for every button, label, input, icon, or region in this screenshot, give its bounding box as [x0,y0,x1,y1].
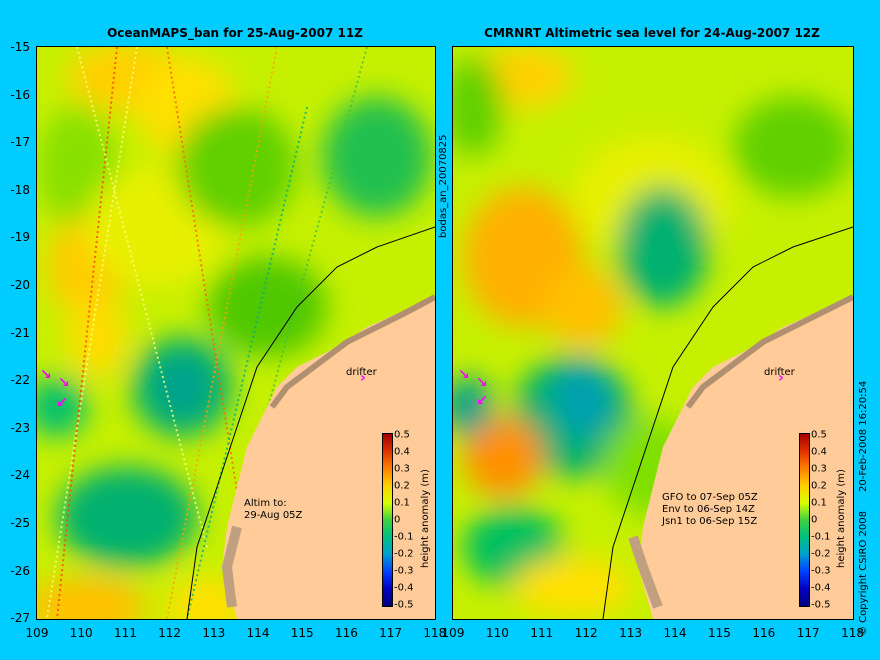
longitude-tick-label: 114 [663,626,687,640]
colorbar-tick-label: -0.3 [394,565,414,577]
longitude-tick-label: 115 [707,626,731,640]
colorbar-tick-label: 0 [811,514,818,526]
latitude-tick-label: -15 [10,40,30,54]
colorbar-tick-label: -0.5 [811,599,831,611]
left-side-label: bodas_an_20070825 [438,134,449,238]
colorbar-tick-label: -0.2 [394,548,414,560]
longitude-tick-label: 112 [574,626,598,640]
latitude-tick-label: -16 [10,87,30,102]
longitude-tick-label: 115 [290,626,314,640]
drifter-arrow-icon: › [360,370,366,386]
drifter-label-left: drifter [346,367,377,378]
longitude-tick-label: 110 [69,626,93,640]
satellite-tracks [46,47,368,619]
right-map-panel [452,46,854,620]
right-panel-title: CMRNRT Altimetric sea level for 24-Aug-2… [484,26,820,40]
colorbar-tick-label: 0.3 [394,463,410,475]
drifter-arrow-icon: ↘ [58,375,70,391]
colorbar-tick-label: -0.4 [394,582,414,594]
longitude-tick-label: 116 [752,626,776,640]
longitude-tick-label: 117 [796,626,820,640]
coast-shelf [269,294,435,409]
colorbar-tick-label: -0.3 [811,565,831,577]
colorbar-tick-label: 0.1 [811,497,827,509]
longitude-tick-label: 112 [158,626,182,640]
drifter-arrow-icon: ↘ [458,367,470,383]
left-map-panel [36,46,436,620]
longitude-tick-label: 110 [485,626,509,640]
colorbar-tick-label: 0.5 [394,429,410,441]
timestamp-label: 20-Feb-2008 16:20:54 [858,380,869,492]
longitude-tick-label: 111 [113,626,137,640]
longitude-tick-label: 113 [619,626,643,640]
colorbar-left [382,433,393,607]
latitude-tick-label: -27 [10,611,30,626]
latitude-tick-label: -25 [10,516,30,530]
colorbar-tick-label: -0.1 [394,531,414,543]
satellite-info: GFO to 07-Sep 05Z Env to 06-Sep 14Z Jsn1… [662,492,758,527]
land-mass [222,297,435,619]
drifter-arrow-icon: › [778,370,784,386]
drifter-arrow-icon: ↙ [56,395,68,411]
longitude-tick-label: 109 [25,626,49,640]
colorbar-label-right: height anomaly (m) [836,469,847,568]
colorbar-tick-label: -0.1 [811,531,831,543]
colorbar-tick-label: 0.4 [394,446,410,458]
shelf-contour [602,226,853,619]
longitude-tick-label: 118 [423,626,447,640]
colorbar-tick-label: 0.3 [811,463,827,475]
latitude-tick-label: -19 [10,230,30,245]
latitude-tick-label: -17 [10,135,30,150]
colorbar-tick-label: 0.1 [394,497,410,509]
altim-label: Altim to: 29-Aug 05Z [244,498,303,521]
colorbar-tick-label: 0.5 [811,429,827,441]
shelf-contour [186,226,435,619]
latitude-tick-label: -22 [10,373,30,388]
latitude-tick-label: -18 [10,182,30,197]
colorbar-label-left: height anomaly (m) [420,469,431,568]
latitude-tick-label: -21 [10,325,30,340]
colorbar-tick-label: 0.2 [394,480,410,492]
drifter-arrow-icon: ↘ [40,367,52,383]
latitude-tick-label: -24 [10,468,30,483]
longitude-tick-label: 114 [246,626,270,640]
longitude-tick-label: 111 [530,626,554,640]
drifter-arrow-icon: ↙ [476,393,488,409]
longitude-tick-label: 116 [334,626,358,640]
sea-level-field [37,47,432,619]
sea-level-field [453,47,853,617]
drifter-label-right: drifter [764,367,795,378]
colorbar-tick-label: -0.4 [811,582,831,594]
longitude-tick-label: 109 [441,626,465,640]
colorbar-tick-label: 0 [394,514,401,526]
right-map-svg [453,47,853,619]
latitude-tick-label: -26 [10,563,30,578]
colorbar-tick-label: -0.2 [811,548,831,560]
copyright-label: © Copyright CSIRO 2008 [858,511,869,636]
colorbar-right [799,433,810,607]
colorbar-tick-label: 0.4 [811,446,827,458]
longitude-tick-label: 118 [841,626,865,640]
latitude-tick-label: -20 [10,278,30,292]
latitude-tick-label: -23 [10,420,30,435]
colorbar-tick-label: 0.2 [811,480,827,492]
left-panel-title: OceanMAPS_ban for 25-Aug-2007 11Z [107,26,363,40]
drifter-arrow-icon: ↘ [476,375,488,391]
left-map-svg [37,47,435,619]
colorbar-tick-label: -0.5 [394,599,414,611]
coast-shelf [685,294,853,409]
longitude-tick-label: 113 [202,626,226,640]
longitude-tick-label: 117 [379,626,403,640]
